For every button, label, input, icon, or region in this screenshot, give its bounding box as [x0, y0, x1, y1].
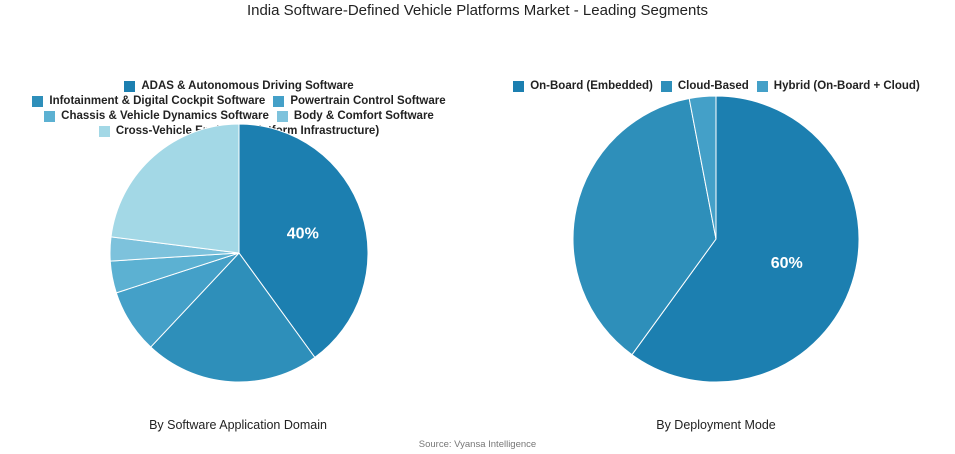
chart-title: India Software-Defined Vehicle Platforms… [246, 2, 709, 19]
legend-swatch [273, 95, 285, 107]
pie-software-domain: 40% [109, 123, 369, 383]
legend-label: Cloud-Based [677, 80, 749, 92]
legend-item: Chassis & Vehicle Dynamics Software [44, 109, 269, 123]
legend-swatch [32, 95, 44, 107]
pie-slice [631, 95, 860, 383]
pie-slice [149, 252, 316, 383]
slice-value-label: 40% [287, 225, 319, 242]
legend-label: Powertrain Control Software [290, 95, 446, 107]
legend-swatch [276, 110, 288, 122]
legend-item: On-Board (Embedded) [513, 79, 653, 93]
legend-label: Hybrid (On-Board + Cloud) [773, 80, 920, 92]
pie-deployment-mode: 60% [572, 95, 860, 383]
legend-item: Cloud-Based [660, 79, 749, 93]
legend-label: Body & Comfort Software [293, 110, 434, 122]
legend-software-domain: ADAS & Autonomous Driving Software Infota… [0, 79, 478, 138]
caption-software-domain: By Software Application Domain [149, 418, 327, 432]
legend-item: ADAS & Autonomous Driving Software [124, 79, 354, 93]
legend-swatch [124, 80, 136, 92]
legend-label: ADAS & Autonomous Driving Software [141, 80, 354, 92]
legend-swatch [756, 80, 768, 92]
pie-slice [238, 123, 369, 359]
legend-item: Powertrain Control Software [273, 94, 446, 108]
legend-item: Body & Comfort Software [276, 109, 434, 123]
legend-swatch [98, 125, 110, 137]
caption-deployment-mode: By Deployment Mode [656, 418, 776, 432]
slice-value-label: 60% [771, 255, 803, 272]
legend-swatch [513, 80, 525, 92]
legend-swatch [44, 110, 56, 122]
pie-slice [572, 97, 717, 356]
legend-label: Chassis & Vehicle Dynamics Software [61, 110, 269, 122]
pie-slice [688, 95, 717, 240]
legend-label: On-Board (Embedded) [530, 80, 653, 92]
legend-deployment-mode: On-Board (Embedded) Cloud-Based Hybrid (On… [478, 79, 955, 93]
legend-item: Hybrid (On-Board + Cloud) [756, 79, 920, 93]
pie-slice [110, 123, 240, 254]
legend-label: Infotainment & Digital Cockpit Software [49, 95, 266, 107]
legend-swatch [660, 80, 672, 92]
source-note: Source: Vyansa Intelligence [418, 439, 537, 450]
legend-item: Infotainment & Digital Cockpit Software [32, 94, 265, 108]
